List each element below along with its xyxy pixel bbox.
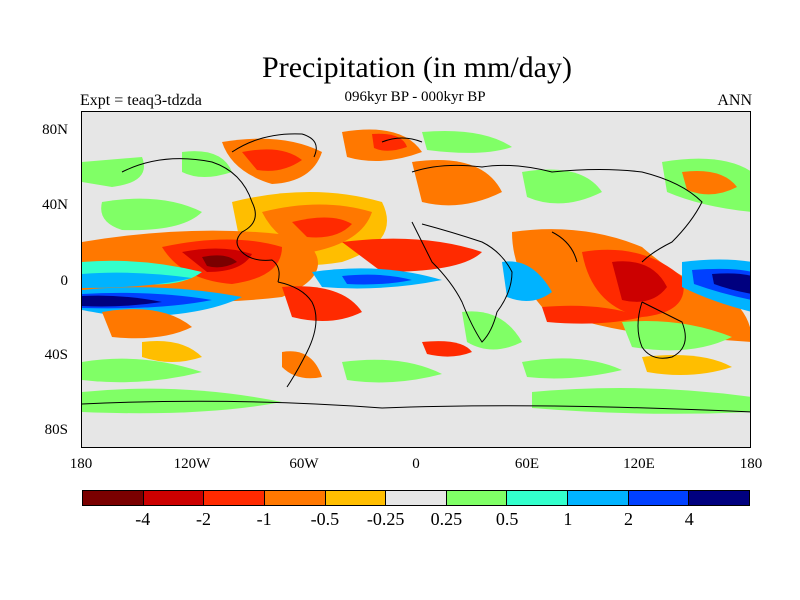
anomaly-patch (142, 341, 202, 362)
anomaly-patch (422, 341, 472, 357)
colorbar-swatch (628, 491, 690, 505)
anomaly-patch (342, 359, 442, 383)
anomaly-patch (532, 388, 750, 414)
anomaly-patch (462, 311, 522, 350)
anomaly-patch (412, 160, 502, 206)
colorbar-label: 0.5 (495, 509, 519, 529)
anomaly-patch (202, 255, 237, 268)
anomaly-patch (182, 151, 232, 177)
lon-label: 60W (289, 456, 319, 472)
anomaly-patch (282, 286, 362, 321)
anomaly-patch (642, 354, 732, 376)
coastlines (82, 133, 750, 413)
lon-label: 0 (412, 456, 420, 472)
colorbar-swatch (386, 491, 447, 505)
anomaly-patch (712, 273, 750, 294)
anomaly-patch (682, 171, 737, 195)
colorbar (82, 490, 750, 506)
lat-label: 40N (42, 197, 68, 213)
colorbar-label: -2 (195, 509, 211, 529)
colorbar-label: 4 (684, 509, 694, 529)
colorbar-label: 0.25 (430, 509, 463, 529)
precipitation-field (82, 129, 750, 414)
colorbar-swatch (143, 491, 205, 505)
lon-label: 60E (514, 456, 540, 472)
colorbar-swatch (507, 491, 569, 505)
colorbar-swatch (264, 491, 326, 505)
anomaly-patch (342, 274, 412, 285)
anomaly-patch (292, 217, 352, 238)
colorbar-label: 1 (563, 509, 573, 529)
colorbar-label: -4 (135, 509, 151, 529)
colorbar-swatch (204, 491, 265, 505)
anomaly-patch (82, 295, 162, 307)
lat-label: 80S (44, 422, 68, 438)
colorbar-label: -1 (256, 509, 272, 529)
lon-label: 180 (69, 456, 93, 472)
anomaly-patch (342, 238, 482, 272)
anomaly-patch (101, 198, 202, 231)
colorbar-label: 2 (624, 509, 634, 529)
anomaly-patch (502, 261, 552, 301)
plot-title: Precipitation (in mm/day) (262, 51, 572, 84)
anomaly-patch (422, 131, 512, 153)
anomaly-patch (522, 358, 622, 379)
anomaly-patch (522, 169, 602, 204)
lat-label: 80N (42, 122, 68, 138)
anomaly-patch (82, 272, 192, 288)
colorbar-swatch (446, 491, 508, 505)
colorbar-swatch (83, 491, 144, 505)
lat-label: 40S (44, 347, 68, 363)
lat-label: 0 (60, 273, 69, 289)
plot-subtitle: 096kyr BP - 000kyr BP (344, 89, 486, 105)
colorbar-label: -0.25 (366, 509, 405, 529)
lon-label: 180 (739, 456, 763, 472)
anomaly-patch (82, 157, 144, 187)
colorbar-swatch (689, 491, 750, 505)
anomaly-patch (612, 261, 667, 302)
lon-label: 120W (173, 456, 211, 472)
anomaly-patch (282, 351, 322, 379)
anomaly-patch (242, 149, 302, 171)
anomaly-patch (622, 321, 732, 351)
experiment-label: Expt = teaq3-tdzda (80, 92, 202, 109)
colorbar-swatch (325, 491, 387, 505)
lon-label: 120E (623, 456, 655, 472)
colorbar-label: -0.5 (310, 509, 340, 529)
anomaly-patch (102, 309, 192, 339)
colorbar-swatch (568, 491, 629, 505)
anomaly-patch (542, 305, 642, 324)
anomaly-patch (82, 358, 202, 383)
precipitation-map (81, 111, 751, 448)
season-label: ANN (717, 92, 752, 109)
